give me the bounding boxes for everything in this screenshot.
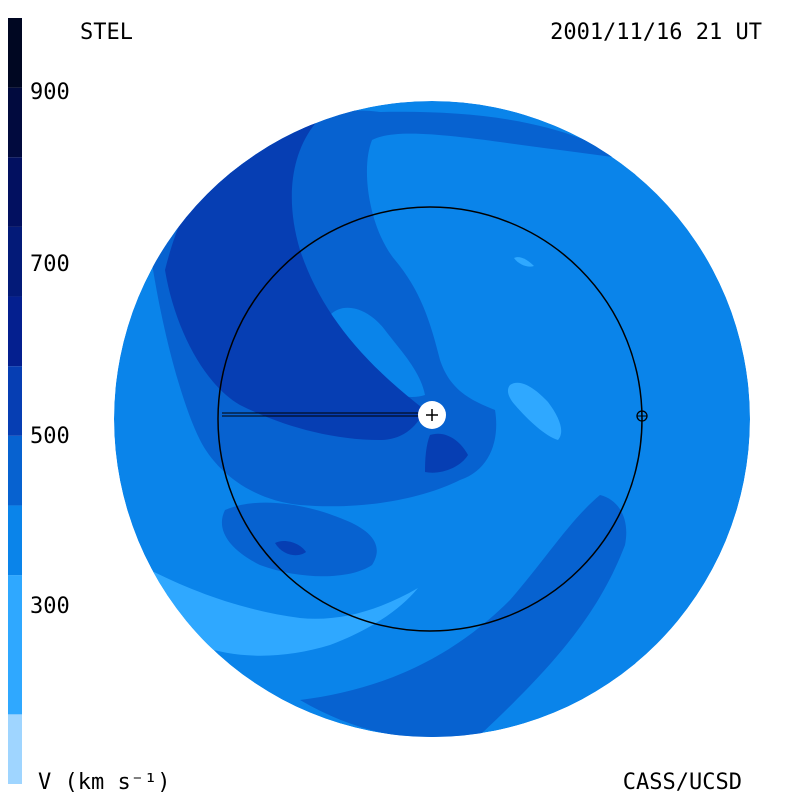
region-300-400-center bbox=[329, 307, 425, 397]
colorbar-band-0 bbox=[8, 714, 22, 784]
units-label: V (km s⁻¹) bbox=[38, 770, 171, 795]
region-500-600-blob bbox=[275, 541, 306, 556]
colorbar-tick-700: 700 bbox=[30, 252, 70, 277]
colorbar-band-9 bbox=[8, 18, 22, 88]
credit-label: CASS/UCSD bbox=[622, 770, 742, 795]
sun-marker bbox=[418, 401, 446, 429]
colorbar-band-8 bbox=[8, 87, 22, 158]
colorbar-band-4 bbox=[8, 366, 22, 436]
region-500-600-streak bbox=[165, 118, 425, 440]
region-400-500-southeast bbox=[300, 495, 627, 737]
observatory-label: STEL bbox=[80, 20, 133, 45]
colorbar-band-3 bbox=[8, 435, 22, 506]
earth-marker bbox=[636, 410, 648, 422]
sun-earth-line-marks bbox=[222, 412, 420, 417]
region-500-600-south bbox=[425, 433, 468, 473]
velocity-colorbar bbox=[8, 18, 22, 784]
colorbar-band-7 bbox=[8, 157, 22, 227]
colorbar-tick-900: 900 bbox=[30, 80, 70, 105]
colorbar-band-1 bbox=[8, 575, 22, 715]
region-200-300-east bbox=[507, 382, 562, 440]
colorbar-band-6 bbox=[8, 226, 22, 297]
colorbar-tick-300: 300 bbox=[30, 594, 70, 619]
region-200-300-southwest bbox=[150, 570, 418, 656]
colorbar-band-2 bbox=[8, 505, 22, 576]
colorbar-tick-500: 500 bbox=[30, 424, 70, 449]
colorbar-band-5 bbox=[8, 296, 22, 367]
region-200-300-northeast bbox=[514, 257, 534, 267]
timestamp-label: 2001/11/16 21 UT bbox=[550, 20, 762, 45]
region-400-500-south bbox=[221, 502, 377, 577]
